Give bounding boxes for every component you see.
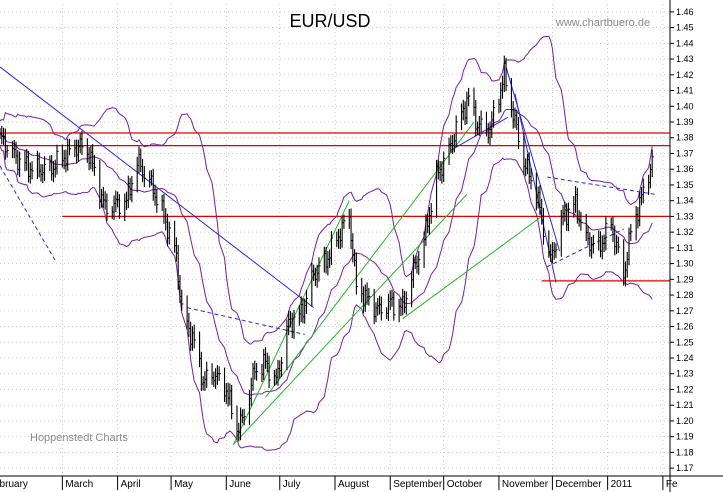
y-tick-label: 1.25: [676, 337, 694, 347]
y-tick-label: 1.23: [676, 369, 694, 379]
chart-title: EUR/USD: [289, 11, 370, 31]
trend-line: [402, 215, 542, 320]
trend-line: [233, 194, 468, 445]
y-tick-label: 1.34: [676, 196, 694, 206]
y-tick-label: 1.38: [676, 133, 694, 143]
y-tick-label: 1.37: [676, 148, 694, 158]
grid-layer: [0, 4, 670, 476]
y-tick-label: 1.43: [676, 54, 694, 64]
x-tick-label: July: [283, 479, 301, 490]
footer-credit: Hoppenstedt Charts: [30, 432, 128, 444]
x-tick-label: Fe: [666, 479, 678, 490]
trend-line: [546, 228, 624, 268]
y-tick-label: 1.33: [676, 211, 694, 221]
bollinger-upper: [0, 35, 653, 345]
bollinger-lower: [0, 145, 653, 451]
x-tick-label: June: [229, 479, 251, 490]
y-tick-label: 1.45: [676, 23, 694, 33]
y-tick-label: 1.30: [676, 259, 694, 269]
y-tick-label: 1.31: [676, 243, 694, 253]
x-tick-label: ebruary: [0, 479, 28, 490]
x-tick-label: October: [447, 479, 483, 490]
x-tick-label: 2011: [611, 479, 633, 490]
trend-line: [265, 121, 475, 398]
y-tick-label: 1.21: [676, 400, 694, 410]
x-tick-label: April: [121, 479, 141, 490]
x-tick-label: March: [65, 479, 93, 490]
price-bars: [0, 55, 654, 442]
y-tick-label: 1.24: [676, 353, 694, 363]
y-tick-label: 1.42: [676, 70, 694, 80]
x-tick-label: May: [174, 479, 193, 490]
y-tick-label: 1.22: [676, 384, 694, 394]
x-tick-label: November: [502, 479, 549, 490]
trend-line: [0, 165, 56, 261]
y-tick-label: 1.18: [676, 447, 694, 457]
x-tick-label: September: [393, 479, 443, 490]
trend-line: [505, 66, 561, 252]
bollinger-bands: [0, 35, 653, 451]
trend-line: [514, 93, 557, 283]
x-tick-label: August: [338, 479, 369, 490]
y-tick-label: 1.39: [676, 117, 694, 127]
trend-line: [546, 176, 656, 195]
bollinger-middle: [0, 108, 653, 396]
y-tick-label: 1.46: [676, 7, 694, 17]
watermark: www.chartbuero.de: [555, 17, 650, 29]
x-tick-label: December: [555, 479, 602, 490]
horizontal-lines: [0, 132, 670, 282]
y-tick-label: 1.36: [676, 164, 694, 174]
y-tick-label: 1.19: [676, 432, 694, 442]
y-tick-label: 1.28: [676, 290, 694, 300]
y-tick-label: 1.27: [676, 306, 694, 316]
y-tick-label: 1.17: [676, 463, 694, 473]
trend-line: [232, 200, 350, 445]
y-tick-label: 1.40: [676, 101, 694, 111]
y-tick-label: 1.20: [676, 416, 694, 426]
y-tick-label: 1.26: [676, 322, 694, 332]
y-tick-label: 1.32: [676, 227, 694, 237]
y-tick-label: 1.41: [676, 86, 694, 96]
trend-line: [0, 66, 314, 309]
y-tick-label: 1.29: [676, 274, 694, 284]
y-tick-label: 1.44: [676, 38, 694, 48]
trend-line: [186, 307, 305, 335]
y-tick-label: 1.35: [676, 180, 694, 190]
